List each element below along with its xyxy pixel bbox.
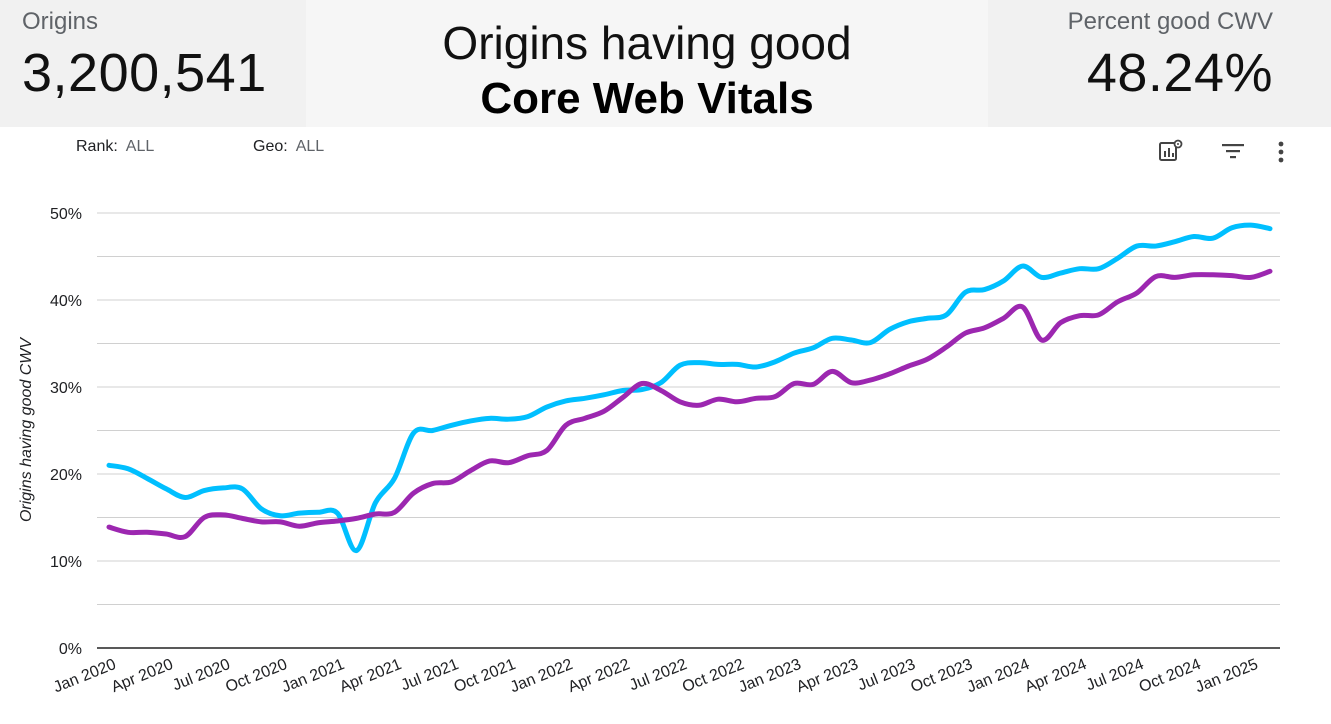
x-tick-label: Jul 2023 [855,656,918,694]
chart-settings-icon[interactable] [1157,138,1183,164]
origins-scorecard: Origins 3,200,541 [0,0,306,127]
x-tick-label: Oct 2020 [223,656,290,696]
x-tick-label: Apr 2021 [337,656,404,696]
percent-scorecard: Percent good CWV 48.24% [988,0,1331,127]
title-line-1: Origins having good [442,17,852,69]
x-tick-label: Oct 2022 [680,656,747,696]
x-tick-label: Jan 2022 [508,656,576,696]
filter-icon[interactable] [1220,138,1246,164]
x-tick-label: Oct 2021 [452,656,519,696]
y-tick-label: 0% [59,641,82,658]
x-tick-label: Jul 2021 [399,656,462,694]
x-tick-label: Jan 2025 [1193,656,1261,696]
x-tick-label: Jul 2022 [627,656,690,694]
y-tick-label: 20% [50,467,82,484]
percent-value: 48.24% [1086,43,1273,103]
y-tick-label: 40% [50,293,82,310]
x-tick-label: Jan 2020 [51,656,119,696]
x-tick-label: Oct 2023 [908,656,975,696]
origins-value: 3,200,541 [22,43,267,103]
series-line-1 [106,222,1273,554]
x-tick-label: Oct 2024 [1137,656,1204,696]
percent-label: Percent good CWV [1067,8,1273,35]
geo-filter-value: ALL [295,138,325,155]
x-tick-label: Apr 2024 [1023,656,1090,696]
origins-label: Origins [22,8,99,35]
x-tick-label: Jan 2024 [965,656,1033,696]
x-tick-label: Apr 2022 [566,656,633,696]
x-tick-label: Jul 2020 [170,656,233,694]
y-tick-label: 10% [50,554,82,571]
y-tick-label: 50% [50,206,82,223]
x-tick-label: Apr 2023 [794,656,861,696]
report-title: Origins having good Core Web Vitals [306,0,988,127]
x-tick-label: Jan 2021 [279,656,347,696]
rank-filter-value: ALL [125,138,155,155]
x-tick-label: Jul 2024 [1084,656,1147,694]
rank-filter-label: Rank: [76,138,118,155]
rank-filter[interactable]: Rank: ALL [76,138,154,156]
series-line-2 [106,268,1273,540]
title-line-2: Core Web Vitals [480,74,814,123]
y-axis-label: Origins having good CWV [18,337,35,522]
geo-filter[interactable]: Geo: ALL [253,138,324,156]
x-tick-label: Apr 2020 [109,656,176,696]
x-tick-label: Jan 2023 [736,656,804,696]
more-vert-icon[interactable] [1268,138,1294,164]
geo-filter-label: Geo: [253,138,288,155]
y-tick-label: 30% [50,380,82,397]
